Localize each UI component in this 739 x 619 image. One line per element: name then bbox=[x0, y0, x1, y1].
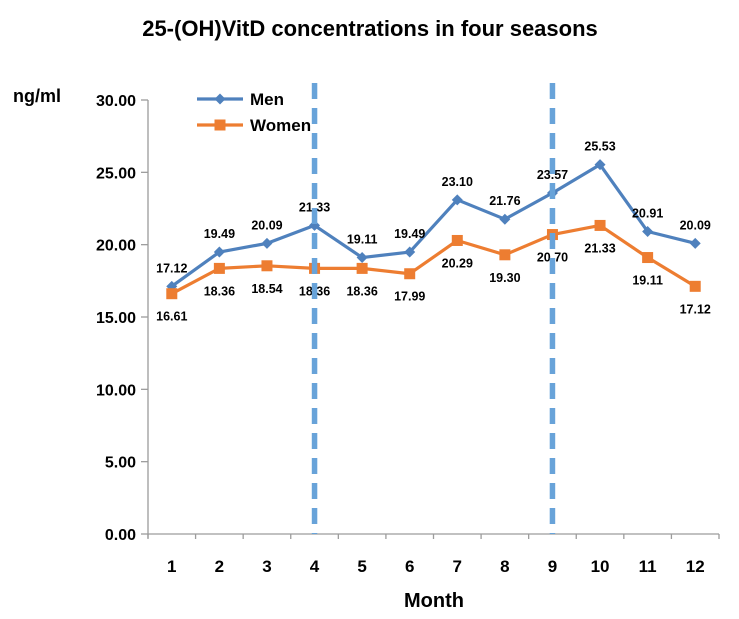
men-marker bbox=[213, 246, 225, 258]
x-tick-label: 12 bbox=[686, 557, 705, 576]
men-marker bbox=[451, 194, 463, 206]
men-marker bbox=[689, 237, 701, 249]
men-data-label: 21.76 bbox=[489, 194, 520, 208]
men-data-label: 25.53 bbox=[584, 140, 615, 154]
x-tick-label: 10 bbox=[591, 557, 610, 576]
women-marker bbox=[451, 234, 463, 246]
men-marker bbox=[499, 213, 511, 225]
men-marker bbox=[642, 226, 654, 238]
y-axis-unit-label: ng/ml bbox=[13, 86, 61, 106]
x-tick-label: 6 bbox=[405, 557, 414, 576]
women-data-label: 20.70 bbox=[537, 251, 568, 265]
men-marker bbox=[261, 237, 273, 249]
x-tick-label: 8 bbox=[500, 557, 509, 576]
women-marker bbox=[404, 268, 416, 280]
x-tick-label: 1 bbox=[167, 557, 176, 576]
y-tick-label: 5.00 bbox=[105, 455, 136, 472]
x-axis-labels: 1 2 3 4 5 6 7 8 9 10 11 12 bbox=[167, 557, 705, 576]
women-data-label: 17.12 bbox=[680, 302, 711, 316]
women-marker bbox=[499, 249, 511, 261]
legend-label: Men bbox=[250, 90, 284, 109]
x-tick-label: 11 bbox=[639, 557, 657, 576]
x-tick-label: 5 bbox=[357, 557, 366, 576]
women-data-label: 16.61 bbox=[156, 310, 187, 324]
men-data-label: 17.12 bbox=[156, 261, 187, 275]
women-data-label: 19.30 bbox=[489, 271, 520, 285]
women-marker bbox=[689, 280, 701, 292]
axes bbox=[141, 99, 720, 539]
men-data-label: 20.09 bbox=[251, 218, 282, 232]
y-tick-label: 25.00 bbox=[96, 165, 136, 182]
men-series-line bbox=[170, 163, 696, 288]
x-tick-label: 3 bbox=[262, 557, 271, 576]
legend-diamond-marker bbox=[214, 93, 226, 105]
legend: Men Women bbox=[197, 90, 311, 135]
women-marker bbox=[261, 260, 273, 272]
legend-item-men: Men bbox=[197, 90, 284, 109]
season-divider-lines bbox=[311, 83, 556, 534]
x-tick-label: 7 bbox=[453, 557, 462, 576]
x-tick-label: 2 bbox=[215, 557, 224, 576]
men-data-label: 20.09 bbox=[680, 218, 711, 232]
men-data-label: 20.91 bbox=[632, 207, 663, 221]
women-marker bbox=[166, 288, 178, 300]
men-marker bbox=[356, 252, 368, 264]
men-data-label: 19.49 bbox=[204, 227, 235, 241]
women-data-label: 19.11 bbox=[632, 274, 663, 288]
men-marker bbox=[404, 246, 416, 258]
y-axis-labels: 0.00 5.00 10.00 15.00 20.00 25.00 30.00 bbox=[96, 93, 136, 544]
women-marker bbox=[594, 219, 606, 231]
x-tick-label: 4 bbox=[310, 557, 320, 576]
women-data-label: 18.36 bbox=[204, 284, 235, 298]
y-tick-label: 30.00 bbox=[96, 93, 136, 110]
women-data-label: 18.54 bbox=[251, 282, 282, 296]
legend-square-marker bbox=[214, 119, 226, 131]
women-series-line bbox=[171, 223, 697, 296]
women-marker bbox=[213, 262, 225, 274]
men-data-label: 21.33 bbox=[299, 200, 330, 214]
women-data-label: 20.29 bbox=[442, 256, 473, 270]
legend-label: Women bbox=[250, 116, 311, 135]
men-data-label: 19.49 bbox=[394, 227, 425, 241]
y-tick-label: 10.00 bbox=[96, 382, 136, 399]
men-data-label: 23.57 bbox=[537, 168, 568, 182]
y-tick-label: 20.00 bbox=[96, 238, 136, 255]
men-series: 17.12 19.49 20.09 21.33 19.11 19.49 23.10 21.76… bbox=[156, 140, 711, 292]
x-tick-label: 9 bbox=[548, 557, 557, 576]
women-data-label: 18.36 bbox=[346, 284, 377, 298]
women-marker bbox=[356, 262, 368, 274]
legend-item-women: Women bbox=[197, 116, 311, 135]
men-marker bbox=[594, 159, 606, 171]
women-data-label: 17.99 bbox=[394, 290, 425, 304]
women-marker bbox=[642, 252, 654, 264]
chart-title: 25-(OH)VitD concentrations in four seaso… bbox=[142, 16, 598, 41]
men-data-label: 23.10 bbox=[442, 175, 473, 189]
men-data-label: 19.11 bbox=[347, 233, 378, 247]
women-data-label: 21.33 bbox=[584, 241, 615, 255]
x-axis-title: Month bbox=[404, 590, 464, 612]
y-tick-label: 0.00 bbox=[105, 527, 136, 544]
y-tick-label: 15.00 bbox=[96, 310, 136, 327]
women-series: 16.6118.3618.5418.3618.3617.9920.2919.30… bbox=[156, 219, 711, 324]
